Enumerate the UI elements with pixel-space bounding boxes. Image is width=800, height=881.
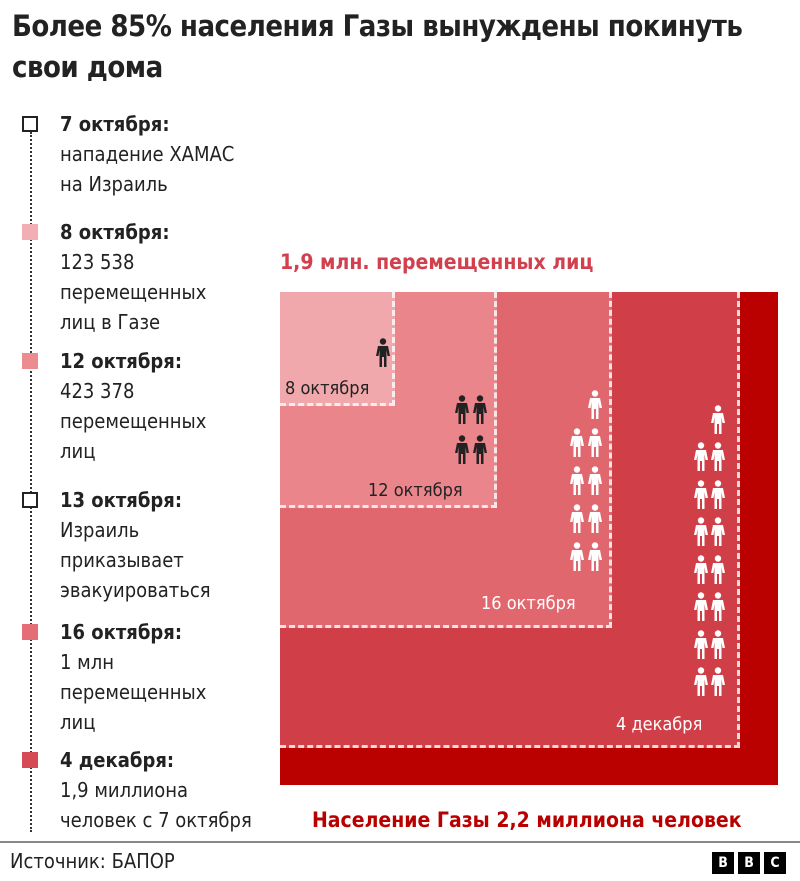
event-date: 13 октября: [60,488,183,512]
event-text: нападение ХАМАС на Израиль [60,142,235,196]
bbc-logo-letter: C [764,852,786,874]
event-text: Израиль приказывает эвакуироваться [60,518,211,602]
person-icon [694,592,708,622]
bbc-logo-letter: B [712,852,734,874]
level-8-october [280,292,395,406]
person-icon [711,667,725,697]
event-text: 1,9 миллиона человек с 7 октября [60,778,252,832]
population-label: Население Газы 2,2 миллиона человек [312,808,742,832]
person-icon [694,667,708,697]
person-icon [588,542,602,572]
event-date: 16 октября: [60,620,183,644]
person-icon [711,629,725,660]
timeline-marker [22,752,38,768]
source-text: Источник: БАПОР [10,849,175,873]
timeline-marker [22,353,38,369]
person-icon [588,390,602,420]
person-icon [570,428,584,458]
person-icon [711,554,725,585]
person-icon [473,435,487,465]
person-icon [711,479,725,510]
person-icon [570,504,584,534]
event-date: 4 декабря: [60,748,175,772]
timeline-marker [22,116,38,132]
label-4-december: 4 декабря [616,714,703,735]
page-title: Более 85% населения Газы вынуждены покин… [12,9,743,84]
timeline-marker [22,624,38,640]
timeline-marker [22,492,38,508]
person-icon [694,442,708,472]
event-text: 1 млн перемещенных лиц [60,650,207,734]
event-date: 7 октября: [60,112,170,136]
person-icon [455,395,469,425]
timeline-marker [22,224,38,240]
person-icon [694,629,708,660]
person-icon [694,554,708,585]
person-icon [588,466,602,496]
footer-divider [0,841,800,843]
person-icon [455,435,469,465]
label-8-october: 8 октября [285,378,370,399]
label-12-october: 12 октября [368,480,463,501]
person-icon [711,592,725,622]
person-icon [588,504,602,534]
person-icon [570,542,584,572]
person-icon [694,517,708,547]
event-text: 423 378 перемещенных лиц [60,379,207,463]
person-icon [588,428,602,458]
person-icon [694,479,708,510]
person-icon [711,405,725,435]
timeline-line [30,132,32,832]
displaced-label: 1,9 млн. перемещенных лиц [280,250,594,274]
person-icon [711,517,725,547]
person-icon [376,338,390,368]
label-16-october: 16 октября [481,593,576,614]
person-icon [711,442,725,472]
bbc-logo-letter: B [738,852,760,874]
person-icon [473,395,487,425]
event-text: 123 538 перемещенных лиц в Газе [60,250,207,334]
event-date: 12 октября: [60,349,183,373]
event-date: 8 октября: [60,220,170,244]
bbc-logo: B B C [712,852,786,874]
person-icon [570,466,584,496]
